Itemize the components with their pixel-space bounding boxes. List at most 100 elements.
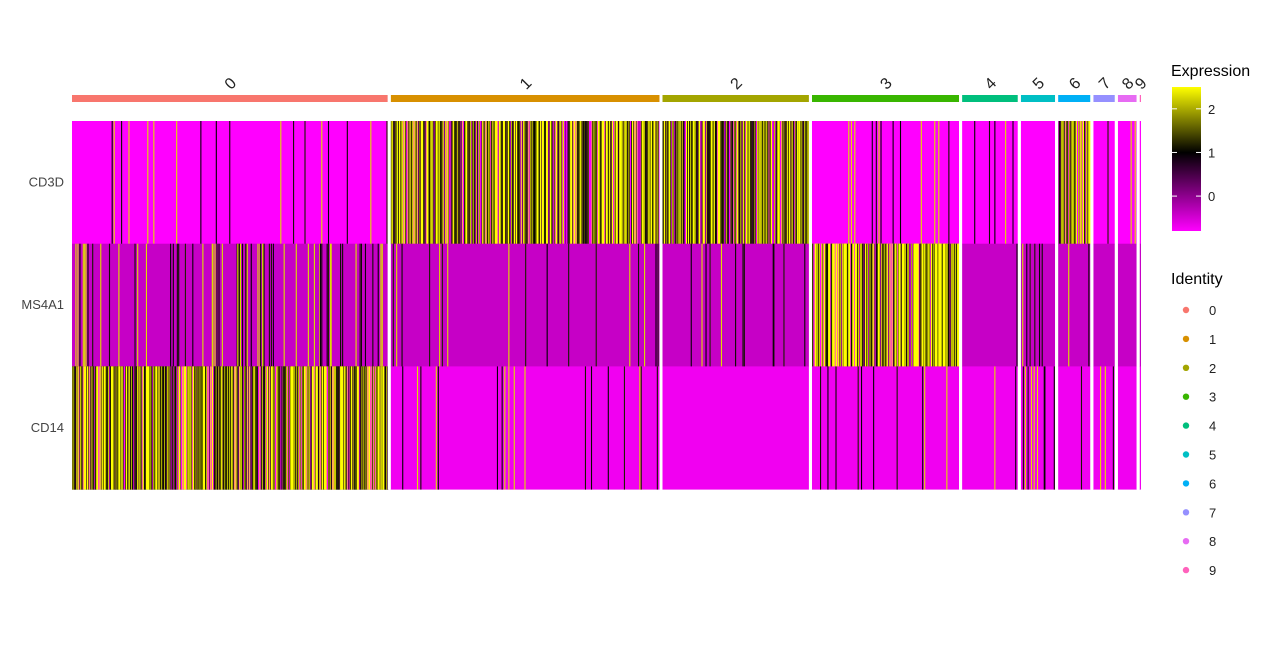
cell (891, 243, 893, 367)
cell (860, 243, 862, 367)
cell (592, 121, 594, 245)
cell (868, 243, 870, 367)
cell (567, 121, 569, 245)
cell (239, 243, 242, 367)
cell (168, 366, 170, 490)
cell (525, 121, 527, 245)
cell (561, 121, 563, 245)
cell (301, 366, 303, 490)
cell (673, 121, 675, 245)
cell (646, 121, 648, 245)
cell (774, 121, 776, 245)
cell (580, 121, 582, 245)
cell (792, 121, 794, 245)
cells-CD3D-cluster-0 (72, 121, 388, 245)
cell (246, 243, 248, 367)
cell (510, 121, 512, 245)
cell (703, 121, 705, 245)
cell (212, 243, 214, 367)
cell (106, 366, 108, 490)
cell (589, 121, 591, 245)
cell (835, 366, 837, 490)
cell (1024, 366, 1026, 490)
cell (565, 121, 567, 245)
cell (396, 121, 398, 245)
cell (462, 121, 464, 245)
cell (244, 366, 246, 490)
cell (1086, 121, 1088, 245)
cell (590, 121, 592, 245)
cell (459, 121, 461, 245)
cell (869, 243, 871, 367)
cell (257, 366, 259, 490)
cell (940, 243, 943, 367)
cell (203, 366, 205, 490)
cell (187, 366, 189, 490)
cell (416, 121, 418, 245)
cell (101, 366, 103, 490)
cell (307, 366, 309, 490)
cell (646, 121, 648, 245)
cell (850, 121, 853, 245)
cell (539, 121, 542, 245)
cell (270, 243, 272, 367)
cell (227, 366, 229, 490)
cell (836, 243, 838, 367)
cell (206, 366, 208, 490)
cell (402, 121, 404, 245)
cell (631, 121, 634, 245)
cell (776, 121, 778, 245)
cell (657, 243, 659, 367)
cell (90, 366, 92, 490)
cell (123, 366, 125, 490)
cell-block (811, 366, 960, 490)
cell (108, 366, 110, 490)
cell (938, 121, 940, 245)
cell (273, 366, 275, 490)
cell (77, 243, 79, 367)
cell (720, 243, 723, 367)
cell (253, 366, 255, 490)
cells-CD14-cluster-4 (962, 366, 1018, 490)
cell (157, 366, 160, 490)
cell (209, 366, 211, 490)
cell (356, 366, 358, 490)
cell (367, 366, 369, 490)
cell (650, 121, 652, 245)
cell (844, 243, 846, 367)
cell (160, 366, 162, 490)
cell-block (1117, 366, 1137, 490)
cell (893, 243, 896, 367)
cell-block (1139, 121, 1141, 245)
cell (912, 243, 914, 367)
cell (112, 366, 115, 490)
cell (778, 121, 780, 245)
cell (221, 366, 223, 490)
cell-block (72, 243, 388, 367)
cell (656, 121, 658, 245)
cell (954, 243, 956, 367)
cell (524, 121, 526, 245)
cell (922, 366, 924, 490)
cell (361, 366, 363, 490)
cell (1104, 366, 1106, 490)
cell (303, 366, 305, 490)
cell (313, 366, 315, 490)
cluster-label-0: 0 (222, 75, 240, 93)
cell (1082, 121, 1084, 245)
cell (1064, 121, 1066, 245)
cell (418, 121, 421, 245)
cell (304, 121, 306, 245)
cell (1086, 121, 1089, 245)
cell (301, 366, 303, 490)
cell (780, 121, 782, 245)
cell (82, 366, 84, 490)
cell (862, 243, 864, 367)
cell (133, 366, 135, 490)
cell (648, 121, 650, 245)
cell (892, 121, 894, 245)
cell (437, 121, 439, 245)
cell (306, 366, 308, 490)
cell (136, 366, 138, 490)
